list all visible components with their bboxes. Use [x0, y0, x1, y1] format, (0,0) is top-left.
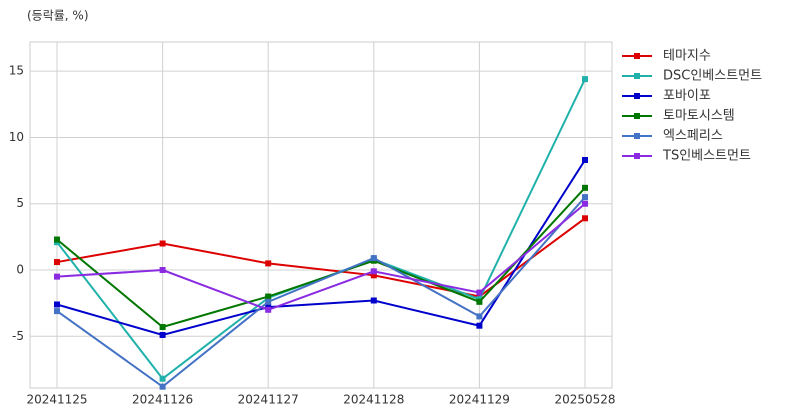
legend-marker	[634, 113, 640, 119]
legend-label: 테마지수	[663, 49, 711, 64]
point-marker	[159, 267, 166, 274]
point-marker	[582, 184, 588, 191]
point-marker	[265, 293, 272, 300]
series-line	[56, 159, 586, 337]
legend-label: TS인베스트먼트	[662, 149, 751, 164]
point-marker	[582, 156, 588, 163]
x-tick-label: 20250528	[554, 393, 615, 407]
point-marker	[370, 297, 377, 304]
point-marker	[54, 259, 60, 266]
legend-label: DSC인베스트먼트	[663, 69, 762, 84]
x-tick-label: 20241126	[132, 393, 193, 407]
series-line	[56, 196, 586, 388]
point-marker	[265, 260, 272, 267]
point-marker	[476, 322, 483, 329]
point-marker	[159, 383, 166, 390]
legend-marker	[634, 133, 640, 139]
y-tick-label: 5	[16, 196, 24, 210]
y-tick-label: 15	[9, 64, 24, 78]
point-marker	[582, 215, 588, 222]
point-marker	[159, 324, 166, 331]
y-tick-label: 0	[16, 263, 24, 277]
point-marker	[476, 298, 483, 305]
legend-marker	[634, 93, 640, 99]
point-marker	[54, 273, 60, 280]
point-marker	[582, 76, 588, 83]
series-line	[56, 78, 586, 381]
legend-label: 포바이포	[663, 89, 711, 104]
legend-label: 토마토시스템	[663, 109, 735, 124]
point-marker	[370, 272, 377, 279]
point-marker	[582, 200, 588, 207]
plot-frame	[29, 41, 613, 389]
point-marker	[265, 306, 272, 313]
point-marker	[370, 268, 377, 275]
x-tick-label: 20241129	[449, 393, 510, 407]
series-line	[56, 187, 586, 329]
point-marker	[370, 255, 377, 262]
legend-marker	[634, 153, 640, 159]
point-marker	[54, 236, 60, 243]
x-tick-label: 20241125	[26, 393, 87, 407]
point-marker	[54, 308, 60, 315]
legend-label: 엑스페리스	[663, 129, 723, 144]
y-tick-label: -5	[12, 329, 24, 343]
legend-marker	[634, 53, 640, 59]
point-marker	[476, 313, 483, 320]
point-marker	[265, 298, 272, 305]
x-tick-label: 20241127	[238, 393, 299, 407]
point-marker	[159, 375, 166, 382]
point-marker	[159, 240, 166, 247]
chart-subtitle: (등락률, %)	[27, 9, 89, 23]
series-line	[56, 202, 586, 311]
point-marker	[54, 301, 60, 308]
point-marker	[476, 289, 483, 296]
x-tick-label: 20241128	[343, 393, 404, 407]
point-marker	[582, 194, 588, 201]
legend-marker	[634, 73, 640, 79]
y-tick-label: 10	[9, 130, 24, 144]
point-marker	[159, 331, 166, 338]
